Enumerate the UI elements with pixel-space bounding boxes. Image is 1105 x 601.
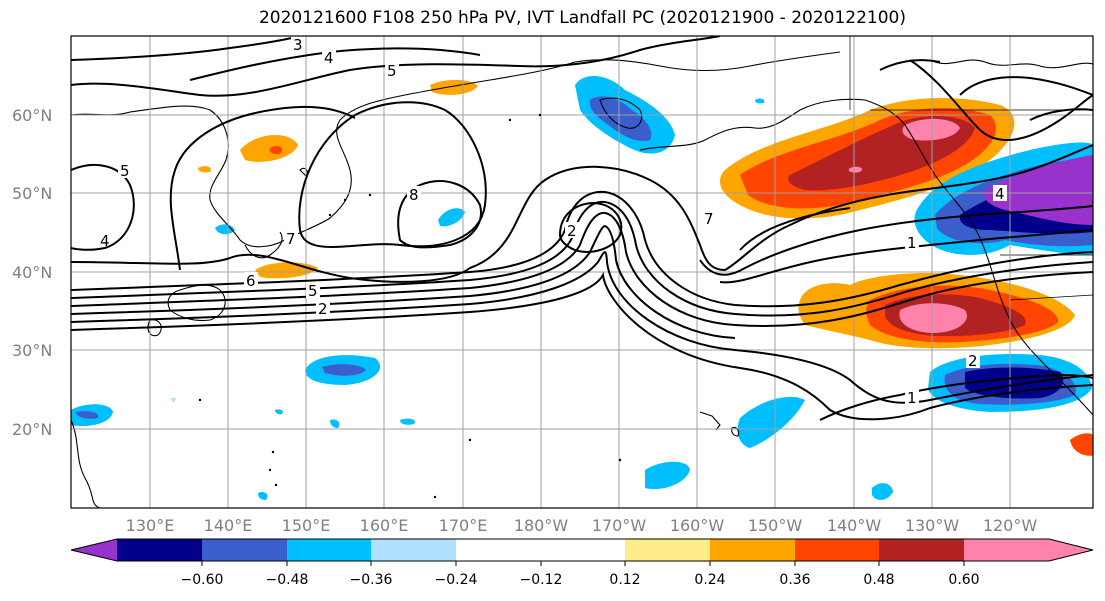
lat-label: 40°N [12,263,52,282]
lon-label: 160°E [360,516,409,535]
lon-label: 170°E [439,516,488,535]
lon-label: 120°W [983,516,1038,535]
colorbar-tick-label: 0.24 [694,572,725,588]
lon-label: 130°W [905,516,960,535]
contour-label: 5 [387,62,397,80]
lon-label: 140°E [204,516,253,535]
contour-labels: 3 4 5 5 8 7 2 6 5 2 7 1 4 2 [100,36,1007,407]
contour-label: 6 [246,272,256,290]
colorbar-segment [795,539,879,561]
lat-label: 60°N [12,106,52,125]
lon-label: 130°E [126,516,175,535]
map-title: 2020121600 F108 250 hPa PV, IVT Landfall… [258,8,906,28]
coastlines [71,51,1093,508]
colorbar-segment [710,539,795,561]
colorbar-segment [625,539,710,561]
contour-label: 5 [120,162,130,180]
lon-label: 150°W [748,516,803,535]
contour-label: 7 [286,230,296,248]
colorbar-tick-label: −0.12 [520,572,563,588]
lat-label: 30°N [12,341,52,360]
colorbar-segment [541,539,625,561]
lat-label: 20°N [12,420,52,439]
borders [849,36,1093,301]
colorbar-segment [879,539,964,561]
pv-contours [71,36,1093,421]
colorbar-tick-label: 0.12 [609,572,640,588]
lon-label: 180°W [514,516,569,535]
contour-label: 7 [704,210,714,228]
colorbar-segment [371,539,456,561]
contour-label: 3 [293,36,303,54]
colorbar-extend-high [964,539,1093,561]
contour-label: 2 [567,222,577,240]
contour-label: 5 [308,282,318,300]
map-frame [70,35,1094,509]
colorbar-tick-label: 0.48 [863,572,894,588]
lon-label: 150°E [282,516,331,535]
colorbar-tick-label: 0.36 [779,572,810,588]
colorbar: −0.60 −0.48 −0.36 −0.24 −0.12 0.12 0.24 … [70,538,1094,588]
colorbar-tick-label: −0.24 [435,572,478,588]
colorbar-segment [117,539,202,561]
colorbar-tick-label: 0.60 [948,572,979,588]
colorbar-tick-label: −0.60 [181,572,224,588]
lon-label: 140°W [827,516,882,535]
longitude-labels: 130°E 140°E 150°E 160°E 170°E 180°W 170°… [126,516,1038,535]
lat-label: 50°N [12,184,52,203]
colorbar-segment [456,539,541,561]
latitude-labels: 60°N 50°N 40°N 30°N 20°N [12,106,52,439]
contour-label: 1 [907,389,917,407]
colorbar-tick-label: −0.48 [266,572,309,588]
contour-label: 1 [907,234,917,252]
colorbar-tick-label: −0.36 [350,572,393,588]
colorbar-extend-low [71,539,117,561]
contour-label: 4 [324,49,334,67]
lon-label: 170°W [592,516,647,535]
contour-label: 2 [968,352,978,370]
contour-label: 2 [318,300,328,318]
colorbar-segment [202,539,287,561]
lon-label: 160°W [670,516,725,535]
contour-label: 8 [409,186,419,204]
contour-label: 4 [100,232,110,250]
contour-label: 4 [995,185,1005,203]
colorbar-segment [287,539,371,561]
islands [198,113,622,499]
